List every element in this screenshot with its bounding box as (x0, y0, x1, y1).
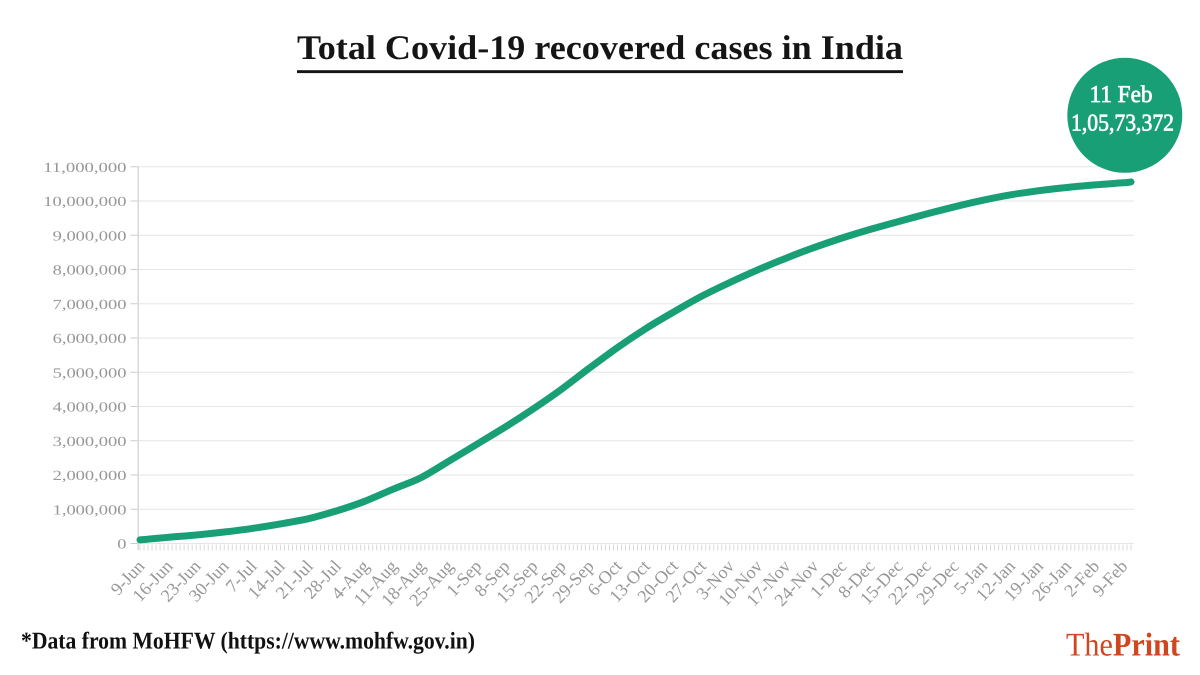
svg-text:11 Feb: 11 Feb (1090, 82, 1153, 108)
svg-text:9,000,000: 9,000,000 (53, 229, 127, 244)
svg-text:4,000,000: 4,000,000 (53, 401, 127, 416)
svg-text:Total Covid-19 recovered cases: Total Covid-19 recovered cases in India (297, 29, 903, 67)
svg-text:7,000,000: 7,000,000 (53, 298, 127, 313)
svg-text:1,05,73,372: 1,05,73,372 (1071, 111, 1174, 137)
svg-text:*Data from MoHFW (https://www.: *Data from MoHFW (https://www.mohfw.gov.… (21, 629, 475, 655)
svg-text:ThePrint: ThePrint (1066, 627, 1180, 663)
svg-text:2,000,000: 2,000,000 (53, 469, 127, 484)
svg-text:3,000,000: 3,000,000 (53, 435, 127, 450)
svg-text:11,000,000: 11,000,000 (43, 161, 126, 176)
svg-text:0: 0 (117, 538, 126, 553)
svg-text:6,000,000: 6,000,000 (53, 332, 127, 347)
svg-text:10,000,000: 10,000,000 (43, 195, 126, 210)
svg-text:8,000,000: 8,000,000 (53, 264, 127, 279)
svg-text:1,000,000: 1,000,000 (53, 503, 127, 518)
svg-text:5,000,000: 5,000,000 (53, 366, 127, 381)
